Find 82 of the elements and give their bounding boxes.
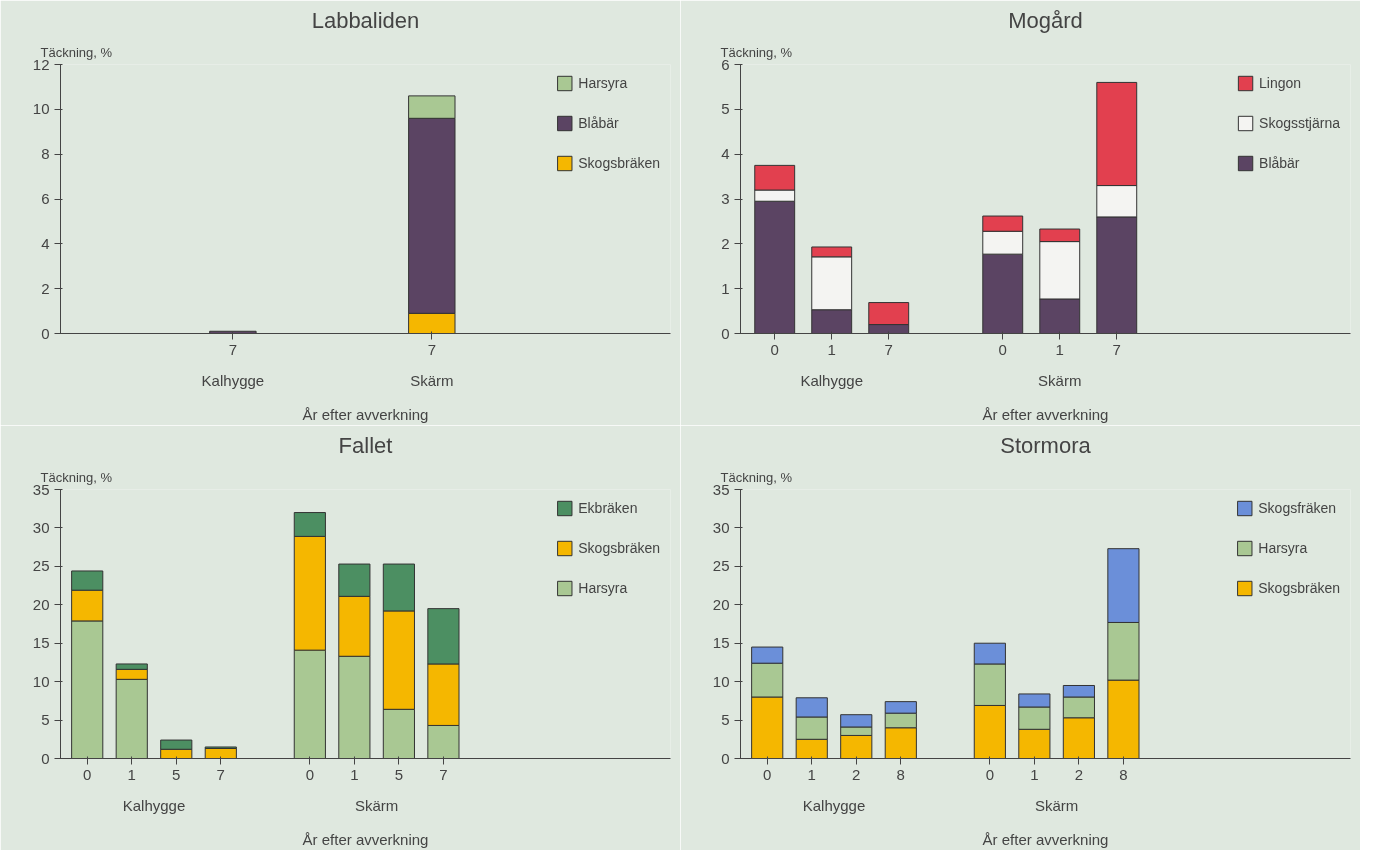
chart-title: Mogård: [1008, 7, 1083, 33]
text: Skärm: [1038, 371, 1082, 389]
y-axis-title: Täckning, %: [720, 469, 793, 485]
x-tick-label: 7: [884, 340, 893, 358]
y-tick-label: 2: [41, 279, 50, 297]
y-tick-label: 4: [41, 234, 50, 252]
x-axis-title: År efter avverkning: [302, 830, 429, 848]
y-tick-label: 25: [712, 557, 730, 575]
x-tick-label: 1: [807, 765, 816, 783]
chart-title: Stormora: [1000, 432, 1092, 458]
legend-label: Harsyra: [1258, 540, 1308, 556]
y-tick-label: 0: [721, 324, 730, 342]
y-tick-label: 1: [721, 279, 730, 297]
x-tick-label: 7: [427, 340, 436, 358]
legend-label: Harsyra: [578, 75, 628, 91]
x-tick-label: 1: [127, 765, 136, 783]
y-tick-label: 4: [721, 145, 730, 163]
chart-title: Fallet: [338, 432, 393, 458]
legend-label: Ekbräken: [578, 500, 638, 516]
x-tick-label: 0: [305, 765, 315, 783]
legend-label: Lingon: [1259, 75, 1302, 91]
x-tick-label: 8: [896, 765, 905, 783]
y-axis-title: Täckning, %: [40, 44, 113, 60]
y-tick-label: 0: [41, 324, 50, 342]
y-tick-label: 5: [721, 711, 730, 729]
y-tick-label: 15: [712, 634, 730, 652]
y-tick-label: 0: [41, 749, 50, 767]
text: Kalhygge: [201, 371, 265, 389]
x-tick-label: 7: [216, 765, 225, 783]
x-axis-title: År efter avverkning: [982, 830, 1109, 848]
legend-label: Skogsbräken: [1258, 580, 1340, 596]
x-tick-label: 7: [439, 765, 448, 783]
x-axis-title: År efter avverkning: [302, 405, 429, 423]
x-tick-label: 5: [172, 765, 181, 783]
text: Kalhygge: [802, 796, 866, 814]
x-tick-label: 0: [770, 340, 779, 358]
y-tick-label: 30: [32, 518, 50, 536]
x-axis-title: År efter avverkning: [982, 405, 1109, 423]
y-tick-label: 2: [721, 234, 730, 252]
y-tick-label: 20: [712, 595, 730, 613]
x-tick-label: 5: [394, 765, 404, 783]
text: Kalhygge: [800, 371, 863, 389]
x-tick-label: 1: [827, 340, 836, 358]
x-tick-label: 0: [763, 765, 772, 783]
y-tick-label: 10: [32, 100, 50, 118]
chart-title: Labbaliden: [311, 7, 420, 33]
x-tick-label: 8: [1119, 765, 1128, 783]
legend-label: Skogsbräken: [578, 155, 660, 171]
text: Skärm: [410, 371, 454, 389]
x-tick-label: 1: [1030, 765, 1039, 783]
y-tick-label: 6: [41, 190, 50, 207]
y-tick-label: 15: [32, 634, 50, 652]
y-tick-label: 5: [721, 100, 730, 118]
text: Skärm: [1034, 796, 1079, 814]
x-tick-label: 0: [985, 765, 995, 783]
x-tick-label: 7: [1112, 340, 1121, 358]
legend-label: Harsyra: [578, 580, 628, 596]
legend-label: Blåbär: [578, 115, 619, 131]
legend-label: Skogsstjärna: [1259, 115, 1340, 131]
y-tick-label: 3: [721, 190, 730, 207]
y-tick-label: 8: [41, 145, 50, 163]
y-tick-label: 25: [32, 557, 50, 575]
x-tick-label: 0: [998, 340, 1007, 358]
text: Kalhygge: [122, 796, 186, 814]
y-tick-label: 20: [32, 595, 50, 613]
legend-label: Skogsfräken: [1258, 500, 1337, 516]
y-axis-title: Täckning, %: [720, 44, 793, 60]
text: Skärm: [354, 796, 399, 814]
legend-label: Skogsbräken: [578, 540, 660, 556]
legend-label: Blåbär: [1259, 155, 1300, 171]
y-tick-label: 10: [712, 672, 730, 690]
y-tick-label: 5: [41, 711, 50, 729]
y-tick-label: 10: [32, 672, 50, 690]
x-tick-label: 1: [350, 765, 359, 783]
y-tick-label: 30: [712, 518, 730, 536]
x-tick-label: 0: [83, 765, 92, 783]
x-tick-label: 1: [1055, 340, 1064, 358]
x-tick-label: 2: [852, 765, 861, 783]
y-tick-label: 0: [721, 749, 730, 767]
x-tick-label: 7: [228, 340, 238, 358]
x-tick-label: 2: [1074, 765, 1084, 783]
y-axis-title: Täckning, %: [40, 469, 113, 485]
